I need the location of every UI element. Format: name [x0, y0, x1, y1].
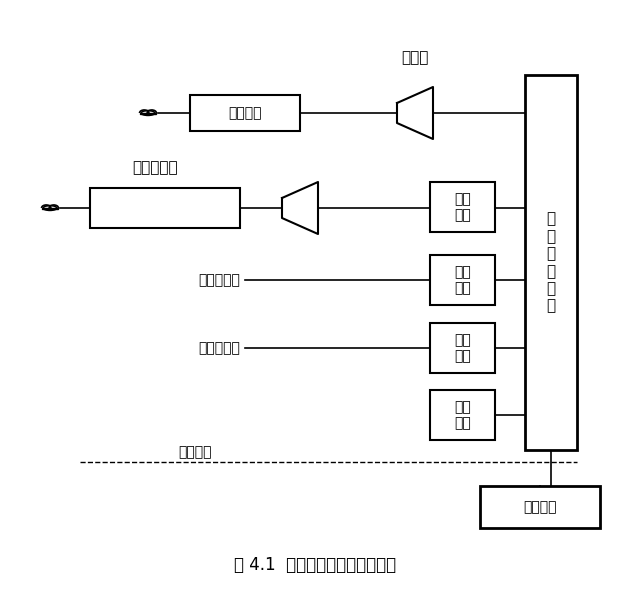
- Text: 模拟
终端: 模拟 终端: [454, 333, 471, 363]
- Text: 数
字
交
换
网
络: 数 字 交 换 网 络: [546, 212, 555, 314]
- Text: 数字
终端: 数字 终端: [454, 265, 471, 295]
- Bar: [49, 207, 59, 209]
- Text: 用户电路: 用户电路: [228, 106, 262, 120]
- Ellipse shape: [141, 110, 155, 115]
- Bar: [430, 323, 495, 373]
- Text: 用户级: 用户级: [401, 51, 429, 65]
- Bar: [139, 112, 149, 113]
- Bar: [430, 390, 495, 440]
- Bar: [430, 182, 495, 232]
- Bar: [42, 207, 51, 209]
- Bar: [430, 255, 495, 305]
- Ellipse shape: [43, 206, 57, 210]
- Text: 数字中继线: 数字中继线: [198, 273, 240, 287]
- Text: 控制设备: 控制设备: [523, 500, 557, 514]
- Text: 数字
终端: 数字 终端: [454, 192, 471, 222]
- Bar: [90, 188, 240, 228]
- Text: 模拟中继线: 模拟中继线: [198, 341, 240, 355]
- Bar: [480, 486, 600, 528]
- Text: 话路设备: 话路设备: [178, 445, 212, 459]
- Bar: [190, 95, 300, 131]
- Text: 远端用户级: 远端用户级: [132, 160, 178, 176]
- Bar: [147, 112, 157, 113]
- Text: 图 4.1  程控数字交换机基本结构: 图 4.1 程控数字交换机基本结构: [234, 556, 396, 574]
- Text: 信令
部件: 信令 部件: [454, 400, 471, 430]
- Bar: [525, 75, 577, 450]
